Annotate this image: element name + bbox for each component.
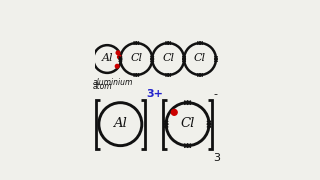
Circle shape	[115, 64, 119, 68]
Text: Al: Al	[113, 117, 127, 130]
Text: Cl: Cl	[162, 53, 174, 63]
Circle shape	[171, 109, 177, 115]
Circle shape	[116, 51, 120, 55]
Text: Cl: Cl	[180, 117, 195, 130]
Circle shape	[117, 55, 121, 59]
Text: atom: atom	[92, 82, 112, 91]
Text: aluminium: aluminium	[92, 78, 133, 87]
Text: -: -	[213, 89, 217, 99]
Text: 3: 3	[213, 153, 220, 163]
Text: Cl: Cl	[130, 53, 142, 63]
Text: Cl: Cl	[194, 53, 206, 63]
Text: Al: Al	[101, 53, 113, 63]
Text: 3+: 3+	[146, 89, 163, 99]
